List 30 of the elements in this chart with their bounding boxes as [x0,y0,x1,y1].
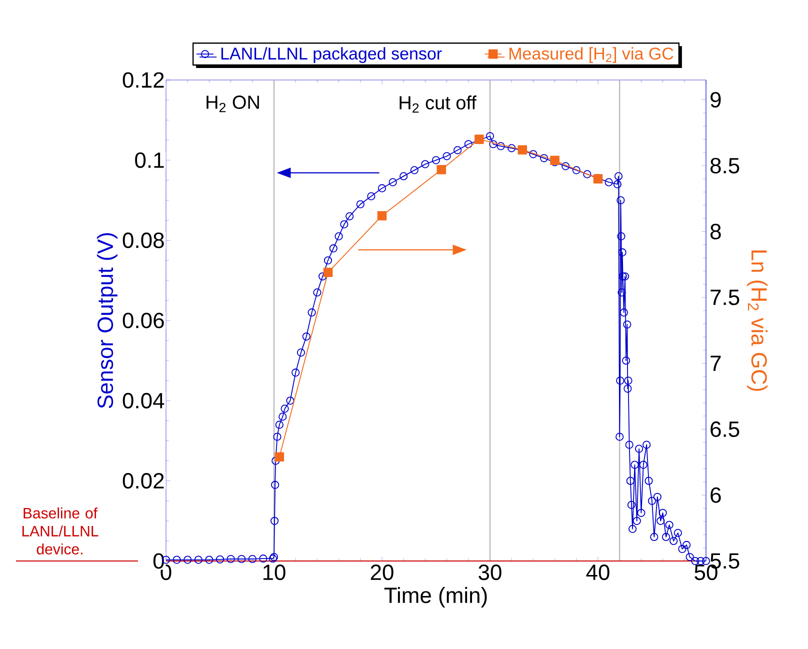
y2-tick-label: 6 [710,487,721,503]
y-tick-label: 0.08 [122,232,164,248]
y-tick-label: 0.12 [122,72,164,88]
y2-tick-label: 8.5 [710,158,740,174]
y-tick-label: 0.04 [122,392,164,408]
ref-line-label: H$_{2}$ ON [206,96,259,112]
y-axis-title: Sensor Output (V) [96,233,118,408]
ref-line-label: H$_{2}$ cut off [400,96,476,113]
y2-tick-label: 8 [710,224,721,240]
y-tick-label: 0.06 [122,312,164,328]
legend-label: LANL/LLNL packaged sensor [221,47,442,63]
x-tick-label: 30 [478,564,502,580]
y2-tick-label: 6.5 [710,421,740,438]
point [274,452,284,462]
y2-axis-title: Ln (H$_{2}$ via GC) [746,250,768,391]
x-axis-title: Time (min) [384,586,487,608]
x-tick-label: 40 [586,564,610,580]
x-tick-label: 20 [370,564,394,580]
legend-label: Measured [H$_{2}$] via GC [509,47,674,63]
x-tick-label: 10 [263,564,286,580]
y2-tick-label: 9 [710,92,721,108]
ref-line-label: Baseline of LANL/LLNL device. [22,507,98,554]
y2-tick-label: 7 [710,356,721,371]
y-tick-label: 0.02 [122,473,164,489]
y-tick-label: 0.1 [135,152,164,168]
point [323,268,333,278]
point [550,156,560,166]
point [377,211,387,220]
y2-tick-label: 7.5 [710,290,740,306]
point [436,164,446,174]
